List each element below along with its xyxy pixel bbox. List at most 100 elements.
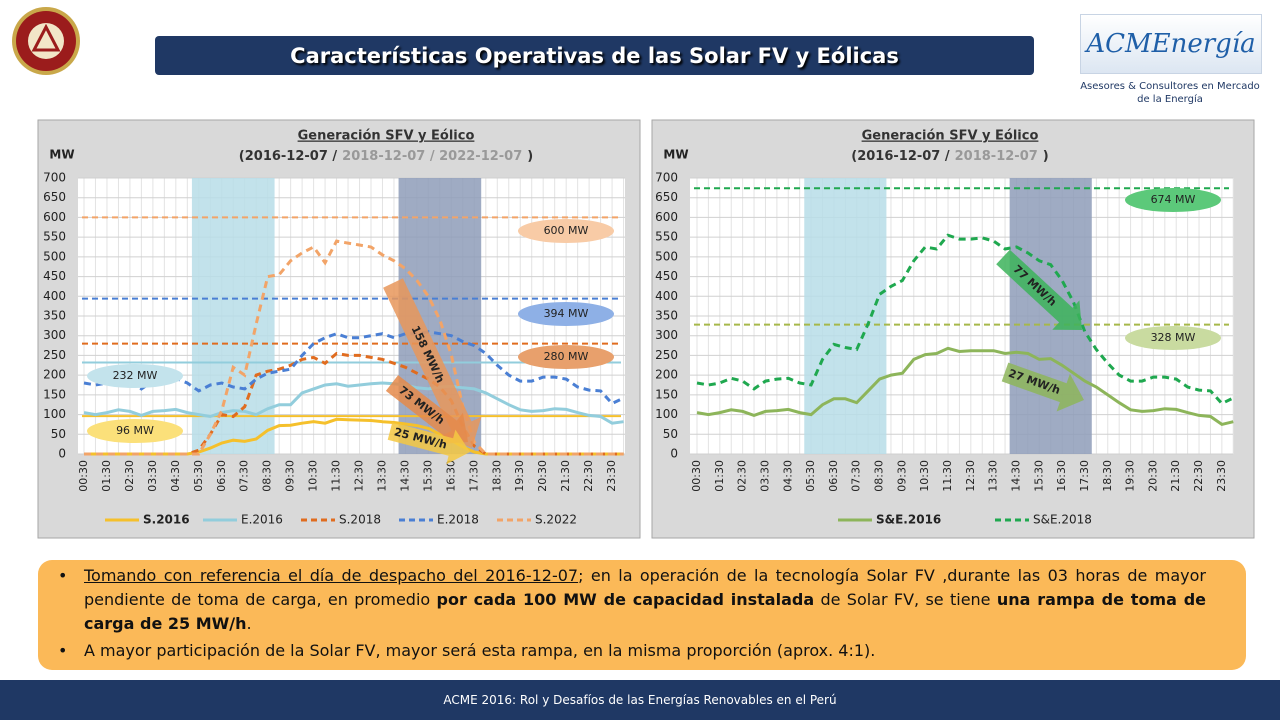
y-tick-label: 0 [58, 447, 66, 461]
highlight-band [804, 178, 887, 454]
slide-title: Características Operativas de las Solar … [290, 43, 899, 68]
reference-label: 280 MW [544, 350, 589, 363]
legend-label: S&E.2018 [1033, 513, 1092, 527]
y-tick-label: 300 [655, 328, 678, 342]
x-tick-label: 13:30 [375, 460, 388, 492]
x-tick-label: 05:30 [192, 460, 205, 492]
x-tick-label: 06:30 [215, 460, 228, 492]
bullet: A mayor participación de la Solar FV, ma… [58, 639, 1206, 663]
seal-emblem [31, 23, 61, 52]
y-tick-label: 300 [43, 328, 66, 342]
reference-label-bg [518, 302, 614, 326]
y-tick-label: 500 [43, 249, 66, 263]
bullet-text: por cada 100 MW de capacidad instalada [436, 590, 815, 609]
x-tick-label: 03:30 [146, 460, 159, 492]
subtitle-part: 2018-12-07 / 2022-12-07 [342, 149, 522, 164]
x-tick-label: 16:30 [444, 460, 457, 492]
y-tick-label: 350 [655, 309, 678, 323]
x-tick-label: 08:30 [261, 460, 274, 492]
y-tick-label: 650 [43, 190, 66, 204]
y-tick-label: 200 [655, 368, 678, 382]
series-line [83, 381, 624, 425]
y-tick-label: 150 [655, 387, 678, 401]
x-tick-label: 19:30 [1124, 460, 1137, 492]
chart-title: Generación SFV y Eólico [298, 129, 475, 144]
x-tick-label: 20:30 [536, 460, 549, 492]
bullet-text: . [246, 614, 252, 633]
y-tick-label: 450 [43, 269, 66, 283]
x-tick-label: 12:30 [353, 460, 366, 492]
reference-label: 600 MW [544, 224, 589, 237]
reference-label: 394 MW [544, 307, 589, 320]
reference-label: 96 MW [116, 424, 154, 437]
x-tick-label: 11:30 [330, 460, 343, 492]
x-tick-label: 11:30 [941, 460, 954, 492]
reference-label: 232 MW [113, 369, 158, 382]
bullet: Tomando con referencia el día de despach… [58, 564, 1207, 636]
x-tick-label: 21:30 [559, 460, 572, 492]
ramp-arrow [383, 278, 482, 448]
x-tick-label: 16:30 [1055, 460, 1068, 492]
x-tick-label: 01:30 [713, 460, 726, 492]
bullet-text: A mayor participación de la Solar FV, ma… [84, 641, 876, 660]
subtitle-part: ) [1043, 149, 1049, 164]
x-tick-label: 12:30 [964, 460, 977, 492]
x-tick-label: 23:30 [605, 460, 618, 492]
y-tick-label: 50 [51, 427, 66, 441]
y-tick-label: 400 [655, 289, 678, 303]
series-line [84, 239, 624, 456]
x-tick-label: 15:30 [421, 460, 434, 492]
x-tick-label: 23:30 [1215, 460, 1228, 492]
y-tick-label: 250 [655, 348, 678, 362]
x-tick-label: 10:30 [307, 460, 320, 492]
x-tick-label: 03:30 [758, 460, 771, 492]
y-tick-label: 400 [43, 289, 66, 303]
x-tick-label: 17:30 [467, 460, 480, 492]
legend-label: S&E.2016 [876, 513, 941, 527]
x-tick-label: 01:30 [100, 460, 113, 492]
bullet-text: de Solar FV, se tiene [814, 590, 997, 609]
reference-label: 674 MW [1151, 193, 1196, 206]
subtitle-part: (2016-12-07 / [239, 149, 338, 164]
bullet-text: ; en la operación de la tecnología Solar… [84, 566, 1207, 609]
reference-label-bg [87, 419, 183, 443]
chart-subtitle: (2016-12-07 / 2018-12-07) [851, 149, 1048, 164]
legend-label: E.2018 [437, 513, 479, 527]
x-tick-label: 18:30 [1101, 460, 1114, 492]
x-tick-label: 13:30 [987, 460, 1000, 492]
x-tick-label: 20:30 [1146, 460, 1159, 492]
ramp-arrow [387, 422, 470, 465]
y-tick-label: 350 [43, 309, 66, 323]
reference-label-bg [518, 345, 614, 369]
footer-text: ACME 2016: Rol y Desafíos de las Energía… [443, 693, 837, 707]
x-tick-label: 17:30 [1078, 460, 1091, 492]
bullet-list: Tomando con referencia el día de despach… [58, 564, 1207, 663]
y-tick-label: 150 [43, 387, 66, 401]
y-tick-label: 550 [655, 230, 678, 244]
series-line [696, 233, 1234, 406]
subtitle-part: 2018-12-07 [955, 149, 1038, 164]
x-tick-label: 02:30 [123, 460, 136, 492]
x-tick-label: 00:30 [77, 460, 90, 492]
x-tick-label: 15:30 [1032, 460, 1045, 492]
legend-label: S.2016 [143, 513, 190, 527]
bullet-text: Tomando con referencia el día de despach… [84, 566, 579, 585]
y-tick-label: 0 [670, 447, 678, 461]
footer: ACME 2016: Rol y Desafíos de las Energía… [0, 680, 1280, 720]
y-tick-label: 100 [655, 407, 678, 421]
legend-label: S.2018 [339, 513, 381, 527]
x-tick-label: 08:30 [873, 460, 886, 492]
caption-line: Asesores & Consultores en Mercado [1080, 81, 1260, 92]
subtitle-part: ) [527, 149, 533, 164]
y-tick-label: 600 [43, 210, 66, 224]
reference-label-bg [87, 364, 183, 388]
logo-name: ACMEnergía [1086, 29, 1256, 59]
highlight-band [191, 178, 275, 454]
subtitle-part: (2016-12-07 / [851, 149, 950, 164]
y-tick-label: 250 [43, 348, 66, 362]
y-tick-label: 550 [43, 230, 66, 244]
y-tick-label: 650 [655, 190, 678, 204]
x-tick-label: 14:30 [398, 460, 411, 492]
